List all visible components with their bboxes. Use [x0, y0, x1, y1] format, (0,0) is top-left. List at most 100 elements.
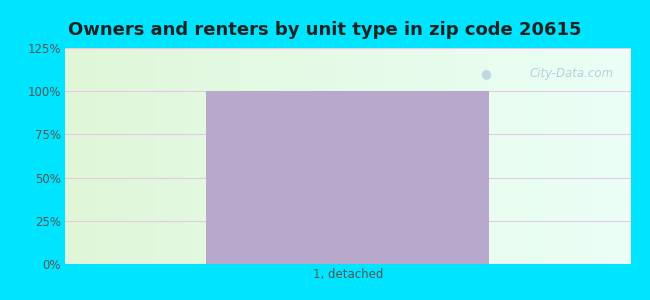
Bar: [443, 48, 445, 264]
Bar: [500, 48, 502, 264]
Bar: [346, 48, 348, 264]
Bar: [266, 48, 268, 264]
Bar: [487, 48, 489, 264]
Bar: [434, 48, 436, 264]
Bar: [220, 48, 222, 264]
Bar: [160, 48, 162, 264]
Bar: [610, 48, 613, 264]
Bar: [416, 48, 419, 264]
Bar: [509, 48, 511, 264]
Bar: [324, 48, 326, 264]
Bar: [456, 48, 458, 264]
Bar: [207, 48, 209, 264]
Bar: [485, 48, 487, 264]
Bar: [401, 48, 403, 264]
Bar: [618, 48, 619, 264]
Bar: [560, 48, 562, 264]
Bar: [283, 48, 286, 264]
Bar: [89, 48, 92, 264]
Bar: [533, 48, 536, 264]
Bar: [580, 48, 582, 264]
Bar: [421, 48, 423, 264]
Bar: [235, 48, 237, 264]
Bar: [138, 48, 140, 264]
Bar: [166, 48, 169, 264]
Bar: [248, 48, 250, 264]
Bar: [288, 48, 291, 264]
Bar: [270, 48, 272, 264]
Bar: [408, 48, 410, 264]
Bar: [419, 48, 421, 264]
Bar: [536, 48, 538, 264]
Bar: [250, 48, 253, 264]
Bar: [520, 48, 522, 264]
Bar: [142, 48, 144, 264]
Bar: [615, 48, 618, 264]
Bar: [390, 48, 392, 264]
Bar: [196, 48, 198, 264]
Bar: [281, 48, 283, 264]
Bar: [368, 48, 370, 264]
Bar: [337, 48, 339, 264]
Bar: [588, 48, 591, 264]
Bar: [280, 48, 281, 264]
Bar: [449, 48, 452, 264]
Bar: [81, 48, 83, 264]
Bar: [573, 48, 575, 264]
Bar: [526, 48, 529, 264]
Bar: [414, 48, 416, 264]
Bar: [438, 48, 441, 264]
Bar: [67, 48, 70, 264]
Bar: [496, 48, 498, 264]
Bar: [272, 48, 275, 264]
Bar: [474, 48, 476, 264]
Bar: [211, 48, 213, 264]
Bar: [478, 48, 480, 264]
Bar: [597, 48, 599, 264]
Bar: [352, 48, 354, 264]
Bar: [575, 48, 577, 264]
Bar: [122, 48, 125, 264]
Bar: [445, 48, 447, 264]
Bar: [522, 48, 525, 264]
Bar: [566, 48, 569, 264]
Bar: [188, 48, 191, 264]
Bar: [547, 48, 549, 264]
Bar: [169, 48, 171, 264]
Bar: [136, 48, 138, 264]
Bar: [427, 48, 430, 264]
Bar: [286, 48, 288, 264]
Bar: [74, 48, 76, 264]
Bar: [387, 48, 390, 264]
Bar: [381, 48, 383, 264]
Bar: [624, 48, 626, 264]
Bar: [569, 48, 571, 264]
Bar: [120, 48, 122, 264]
Bar: [164, 48, 166, 264]
Bar: [551, 48, 553, 264]
Bar: [410, 48, 412, 264]
Bar: [511, 48, 514, 264]
Bar: [542, 48, 544, 264]
Bar: [83, 48, 85, 264]
Bar: [321, 48, 324, 264]
Bar: [359, 48, 361, 264]
Bar: [441, 48, 443, 264]
Bar: [259, 48, 261, 264]
Bar: [315, 48, 317, 264]
Bar: [226, 48, 228, 264]
Bar: [582, 48, 584, 264]
Bar: [202, 48, 204, 264]
Bar: [599, 48, 602, 264]
Bar: [491, 48, 493, 264]
Bar: [297, 48, 299, 264]
Bar: [306, 48, 308, 264]
Bar: [244, 48, 246, 264]
Bar: [294, 48, 297, 264]
Bar: [107, 48, 109, 264]
Bar: [482, 48, 485, 264]
Bar: [396, 48, 398, 264]
Bar: [224, 48, 226, 264]
Bar: [105, 48, 107, 264]
Bar: [335, 48, 337, 264]
